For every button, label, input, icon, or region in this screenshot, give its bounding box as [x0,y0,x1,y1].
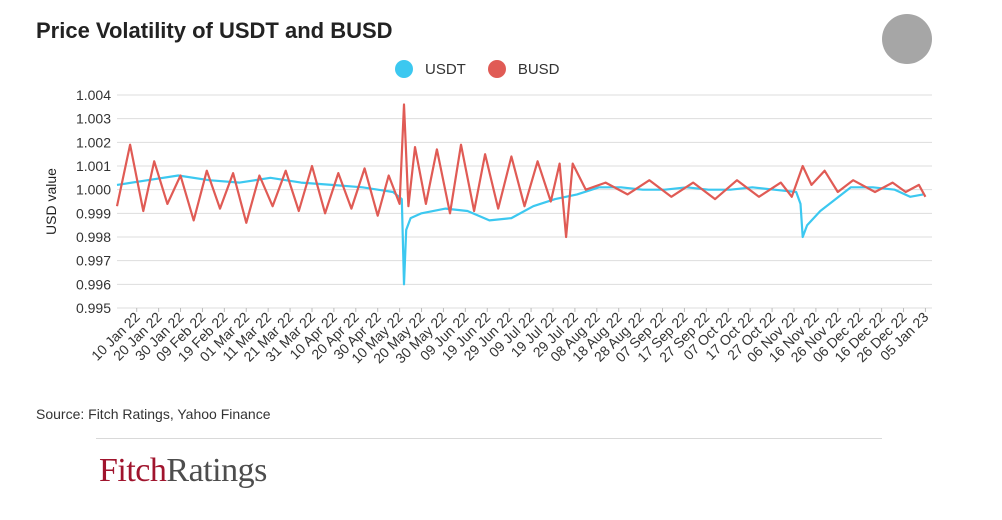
line-chart: 1.004 1.003 1.002 1.001 1.000 0.999 0.998 0.997… [43,87,932,366]
y-tick-label: 1.001 [76,158,111,174]
series-line-usdt [116,174,924,286]
legend-swatch-usdt [395,60,413,78]
y-tick-label: 0.995 [76,300,111,316]
y-axis-title: USD value [43,168,59,235]
legend-label-usdt: USDT [425,60,466,78]
y-tick-label: 0.999 [76,205,111,221]
chart-title: Price Volatility of USDT and BUSD [36,18,393,43]
profile-badge[interactable] [882,14,932,64]
y-tick-label: 0.997 [76,253,111,269]
legend-label-busd: BUSD [517,60,560,78]
chart-legend: USDT BUSD [395,58,582,80]
legend-item-busd[interactable]: BUSD [487,60,560,78]
y-tick-label: 0.998 [76,229,111,245]
fitch-ratings-logo: FitchRatings [99,452,267,489]
source-note: Source: Fitch Ratings, Yahoo Finance [36,406,271,422]
divider [96,438,882,439]
series-line-busd [115,103,927,239]
y-tick-label: 1.003 [76,111,111,127]
legend-swatch-busd [487,60,506,78]
y-tick-label: 1.000 [76,182,111,198]
y-tick-label: 0.996 [76,276,111,292]
y-tick-label: 1.002 [76,134,111,150]
legend-item-usdt[interactable]: USDT [395,60,466,78]
y-tick-label: 1.004 [76,87,111,103]
